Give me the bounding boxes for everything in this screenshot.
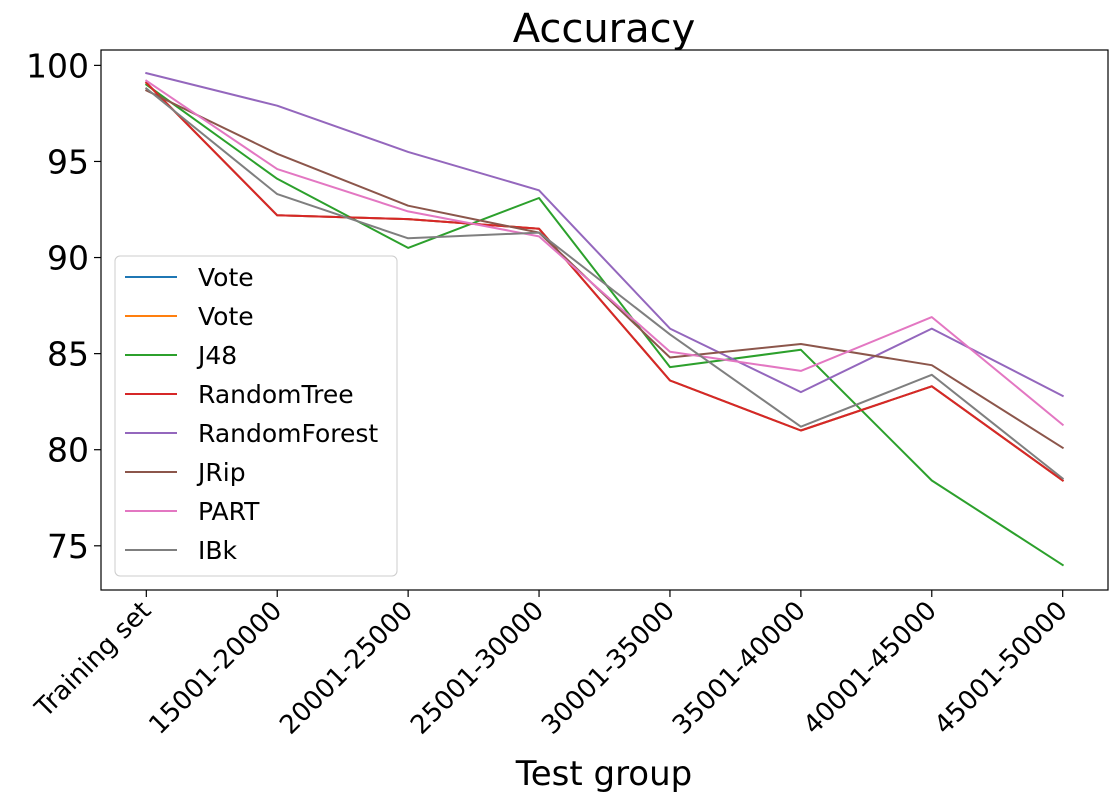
y-tick-label: 80 xyxy=(47,431,89,470)
x-tick-label: 35001-40000 xyxy=(667,596,812,741)
legend-box xyxy=(114,255,398,577)
x-tick-label: 30001-35000 xyxy=(536,596,681,741)
legend-label: PART xyxy=(198,497,260,526)
legend-label: IBk xyxy=(198,536,238,565)
x-tick-label: 15001-20000 xyxy=(143,596,288,741)
legend: Vote Vote J48 RandomTree RandomForest JRip PAR… xyxy=(114,255,398,577)
y-tick-label: 100 xyxy=(26,46,89,85)
x-tick-label: 20001-25000 xyxy=(274,596,419,741)
x-tick-label: 45001-50000 xyxy=(929,596,1074,741)
x-tick-label: Training set xyxy=(29,596,157,724)
y-tick-label: 75 xyxy=(47,527,89,566)
legend-label: Vote xyxy=(198,263,254,292)
legend-label: RandomForest xyxy=(198,419,378,448)
plot-frame xyxy=(100,49,1109,591)
series-line-6 xyxy=(144,79,1065,427)
y-tick-label: 85 xyxy=(47,335,89,374)
series-line-4 xyxy=(145,71,1065,398)
x-tick-label: 40001-45000 xyxy=(798,596,943,741)
chart-title: Accuracy xyxy=(513,6,696,52)
y-tick-label: 90 xyxy=(47,239,89,278)
legend-label: JRip xyxy=(196,458,246,487)
legend-label: J48 xyxy=(196,341,237,370)
x-tick-label: 25001-30000 xyxy=(405,596,550,741)
y-tick-label: 95 xyxy=(47,142,89,181)
series-line-7 xyxy=(144,86,1065,480)
x-axis-label: Test group xyxy=(515,754,693,794)
legend-label: Vote xyxy=(198,302,254,331)
legend-label: RandomTree xyxy=(198,380,354,409)
series-line-3 xyxy=(144,81,1065,482)
